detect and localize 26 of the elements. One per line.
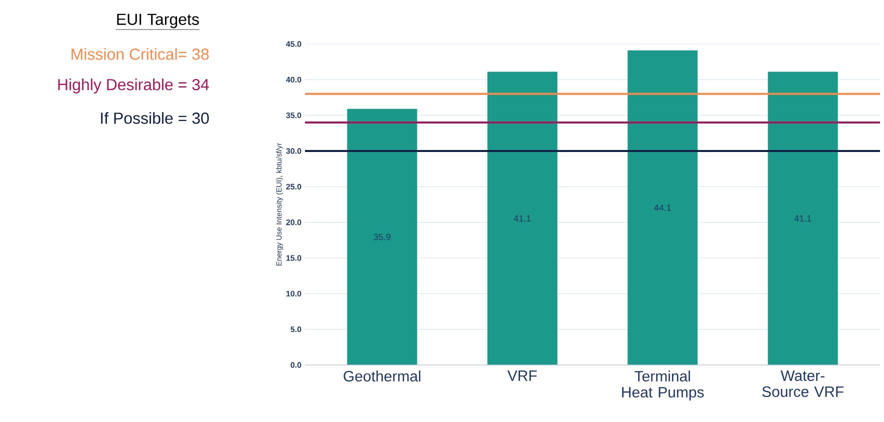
x-tick-label: Geothermal bbox=[344, 370, 420, 382]
x-tick-label: Water-Source VRF bbox=[762, 370, 844, 397]
bar bbox=[768, 72, 838, 365]
ref-line-label: Highly Desirable = 34 bbox=[58, 78, 209, 94]
ref-line-label: If Possible = 30 bbox=[101, 112, 209, 124]
bar bbox=[628, 50, 698, 365]
y-tick-label: 45.0 bbox=[286, 41, 302, 47]
y-tick-label: 5.0 bbox=[290, 326, 302, 332]
ref-line-label: Mission Critical= 38 bbox=[72, 48, 209, 60]
bar bbox=[347, 108, 418, 365]
x-tick-label: VRF bbox=[507, 370, 537, 381]
data-label: 44.1 bbox=[654, 204, 671, 211]
y-tick-label: 0.0 bbox=[290, 362, 302, 368]
y-tick-label: 40.0 bbox=[286, 76, 302, 82]
y-tick-label: 35.0 bbox=[286, 112, 302, 118]
data-label: 41.1 bbox=[794, 215, 812, 222]
y-tick-label: 30.0 bbox=[286, 148, 302, 154]
legend-title: EUI Targets bbox=[117, 14, 199, 28]
y-tick-label: 25.0 bbox=[286, 184, 302, 190]
y-tick-label: 15.0 bbox=[286, 255, 302, 261]
y-tick-label: 20.0 bbox=[286, 219, 302, 226]
data-label: 41.1 bbox=[514, 215, 531, 222]
bar bbox=[487, 72, 558, 365]
y-tick-label: 10.0 bbox=[286, 290, 302, 296]
data-label: 35.9 bbox=[374, 234, 390, 240]
x-tick-label: Terminal Heat Pumps bbox=[622, 370, 704, 400]
